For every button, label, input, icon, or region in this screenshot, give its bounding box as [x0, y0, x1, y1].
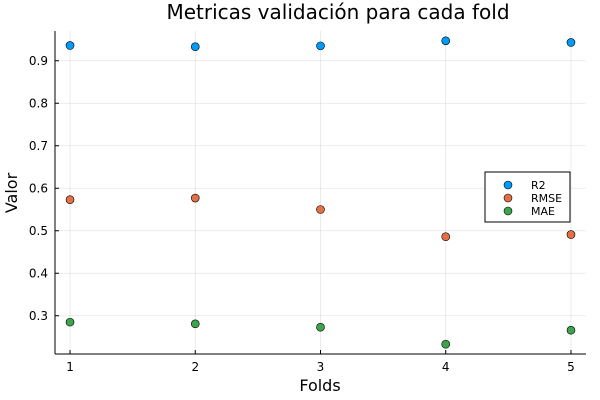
y-tick-label: 0.8 [29, 96, 48, 110]
ticks: 1 2 3 4 5 0.3 0.4 0.5 0.6 0.7 0.8 0.9 [29, 54, 575, 374]
data-point-r2-fold-2 [190, 42, 200, 52]
data-point-r2-fold-3 [316, 41, 325, 51]
y-tick-label: 0.9 [29, 54, 48, 68]
x-tick-label: 5 [567, 360, 575, 374]
y-tick-label: 0.6 [29, 181, 48, 195]
chart-title: Metricas validación para cada fold [166, 0, 509, 24]
x-tick-label: 2 [191, 360, 199, 374]
legend-label-rmse: RMSE [531, 192, 562, 205]
y-tick-label: 0.4 [29, 266, 48, 280]
x-tick-label: 1 [66, 360, 74, 374]
legend-box [484, 171, 571, 223]
data-point-mae-fold-2 [190, 319, 200, 329]
data-point-rmse-fold-1 [65, 195, 75, 205]
data-point-r2-fold-1 [65, 41, 75, 50]
legend-label-mae: MAE [531, 205, 555, 218]
x-tick-label: 3 [317, 360, 325, 374]
data-point-rmse-fold-4 [441, 232, 451, 241]
data-point-r2-fold-4 [441, 36, 451, 46]
legend-label-r2: R2 [531, 179, 546, 192]
data-point-rmse-fold-3 [316, 205, 325, 214]
x-axis-label: Folds [299, 376, 340, 395]
data-point-rmse-fold-2 [190, 193, 200, 203]
data-points [65, 36, 576, 349]
x-tick-label: 4 [442, 360, 450, 374]
data-point-mae-fold-4 [441, 339, 451, 349]
y-tick-label: 0.3 [29, 309, 48, 323]
legend-marker-rmse [503, 193, 513, 203]
y-tick-label: 0.7 [29, 139, 48, 153]
grid [55, 31, 586, 354]
y-axis-label: Valor [2, 172, 21, 213]
legend-marker-r2 [503, 180, 513, 190]
data-point-r2-fold-5 [566, 38, 576, 47]
y-tick-label: 0.5 [29, 224, 48, 238]
data-point-mae-fold-1 [65, 317, 75, 327]
data-point-mae-fold-3 [316, 322, 325, 332]
data-point-mae-fold-5 [566, 325, 576, 335]
legend-marker-mae [503, 206, 513, 216]
data-point-rmse-fold-5 [566, 230, 576, 239]
